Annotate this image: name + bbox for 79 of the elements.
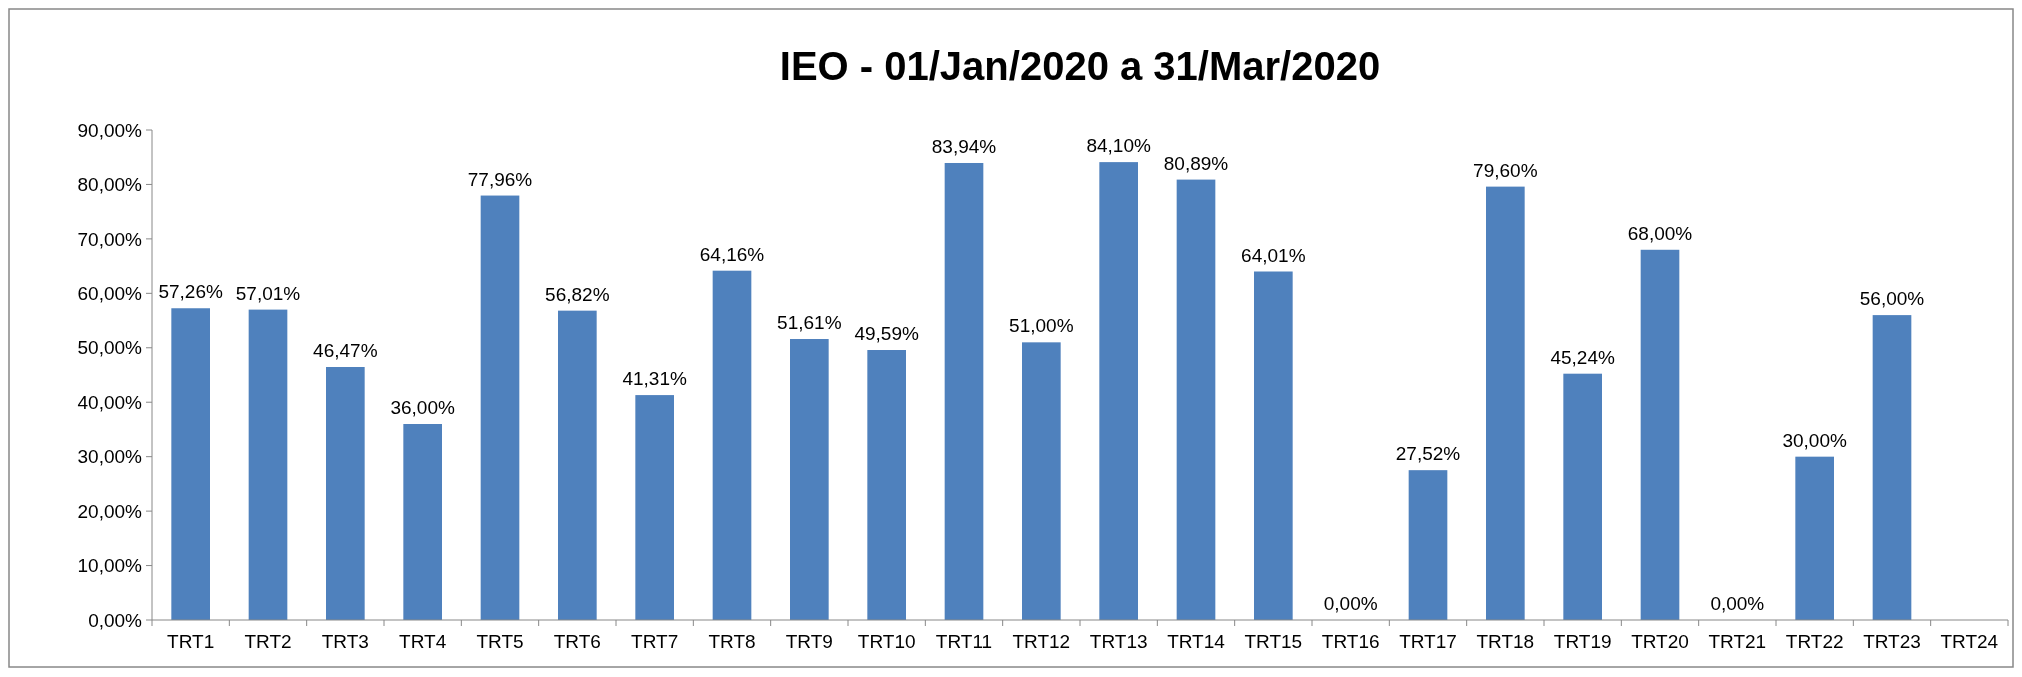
x-tick-label: TRT16 xyxy=(1321,631,1380,652)
bar xyxy=(1408,470,1448,620)
data-label: 68,00% xyxy=(1627,222,1693,244)
bar xyxy=(248,309,288,620)
x-tick-label: TRT18 xyxy=(1476,631,1535,652)
y-tick-label: 70,00% xyxy=(77,228,143,250)
x-tick-label: TRT2 xyxy=(244,631,292,652)
x-tick-label: TRT1 xyxy=(167,631,215,652)
x-tick-label: TRT21 xyxy=(1708,631,1767,652)
x-tick-label: TRT12 xyxy=(1012,631,1071,652)
chart-title: IEO - 01/Jan/2020 a 31/Mar/2020 xyxy=(779,44,1381,88)
bar xyxy=(1099,162,1138,620)
y-tick-label: 40,00% xyxy=(77,391,143,413)
x-tick-label: TRT5 xyxy=(476,631,524,652)
x-tick-label: TRT9 xyxy=(785,631,833,652)
bar xyxy=(635,395,674,620)
y-tick-label: 30,00% xyxy=(77,446,143,468)
y-tick-label: 20,00% xyxy=(77,500,143,522)
data-label: 56,82% xyxy=(545,283,610,305)
bar xyxy=(1640,249,1680,620)
data-label: 46,47% xyxy=(313,340,378,361)
data-label: 27,52% xyxy=(1395,443,1461,465)
bar xyxy=(867,350,906,620)
data-label: 57,26% xyxy=(158,281,223,303)
data-label: 56,00% xyxy=(1859,288,1925,310)
x-tick-label: TRT19 xyxy=(1553,631,1612,652)
data-label: 0,00% xyxy=(1710,593,1765,614)
bar xyxy=(1486,186,1525,620)
data-label: 84,10% xyxy=(1086,135,1151,157)
bar xyxy=(171,308,210,620)
x-tick-label: TRT3 xyxy=(321,631,369,652)
y-tick-label: 60,00% xyxy=(77,282,143,304)
data-label: 36,00% xyxy=(390,397,455,418)
bar xyxy=(1872,315,1912,620)
bar xyxy=(1795,456,1834,620)
x-tick-label: TRT14 xyxy=(1167,631,1226,652)
data-label: 83,94% xyxy=(931,135,997,157)
data-label: 79,60% xyxy=(1473,159,1538,181)
bar xyxy=(944,162,984,620)
data-label: 45,24% xyxy=(1550,346,1615,368)
bar xyxy=(326,367,365,620)
bar xyxy=(1254,271,1293,620)
x-tick-label: TRT10 xyxy=(857,631,916,652)
x-tick-label: TRT15 xyxy=(1244,631,1303,652)
data-label: 64,01% xyxy=(1241,244,1306,266)
data-label: 49,59% xyxy=(854,323,919,345)
bar xyxy=(712,270,752,620)
data-label: 51,00% xyxy=(1009,315,1074,337)
bar xyxy=(1176,179,1216,620)
bar xyxy=(558,310,597,620)
y-tick-label: 80,00% xyxy=(77,174,143,196)
data-label: 41,31% xyxy=(622,368,687,390)
x-tick-label: TRT17 xyxy=(1399,631,1457,652)
y-tick-label: 0,00% xyxy=(88,609,143,631)
bar xyxy=(1022,342,1061,620)
bar xyxy=(1563,373,1602,620)
y-tick-label: 90,00% xyxy=(77,119,143,141)
x-tick-label: TRT8 xyxy=(708,631,756,652)
bar xyxy=(480,195,520,620)
x-tick-label: TRT11 xyxy=(935,631,993,652)
x-tick-label: TRT22 xyxy=(1785,631,1844,652)
x-tick-label: TRT7 xyxy=(631,631,679,652)
y-tick-label: 50,00% xyxy=(77,337,143,359)
bar xyxy=(790,339,829,620)
bar xyxy=(403,424,442,620)
x-tick-label: TRT13 xyxy=(1089,631,1148,652)
data-label: 64,16% xyxy=(699,243,765,265)
x-tick-label: TRT23 xyxy=(1863,631,1921,652)
data-label: 57,01% xyxy=(235,282,301,304)
x-tick-label: TRT4 xyxy=(399,631,447,652)
y-tick-label: 10,00% xyxy=(77,555,143,577)
data-label: 80,89% xyxy=(1163,152,1229,174)
data-label: 30,00% xyxy=(1782,429,1847,451)
x-tick-label: TRT24 xyxy=(1940,631,1999,652)
data-label: 51,61% xyxy=(777,312,842,334)
x-tick-label: TRT20 xyxy=(1631,631,1689,652)
data-label: 77,96% xyxy=(467,168,533,190)
x-tick-label: TRT6 xyxy=(553,631,601,652)
data-label: 0,00% xyxy=(1323,593,1378,614)
